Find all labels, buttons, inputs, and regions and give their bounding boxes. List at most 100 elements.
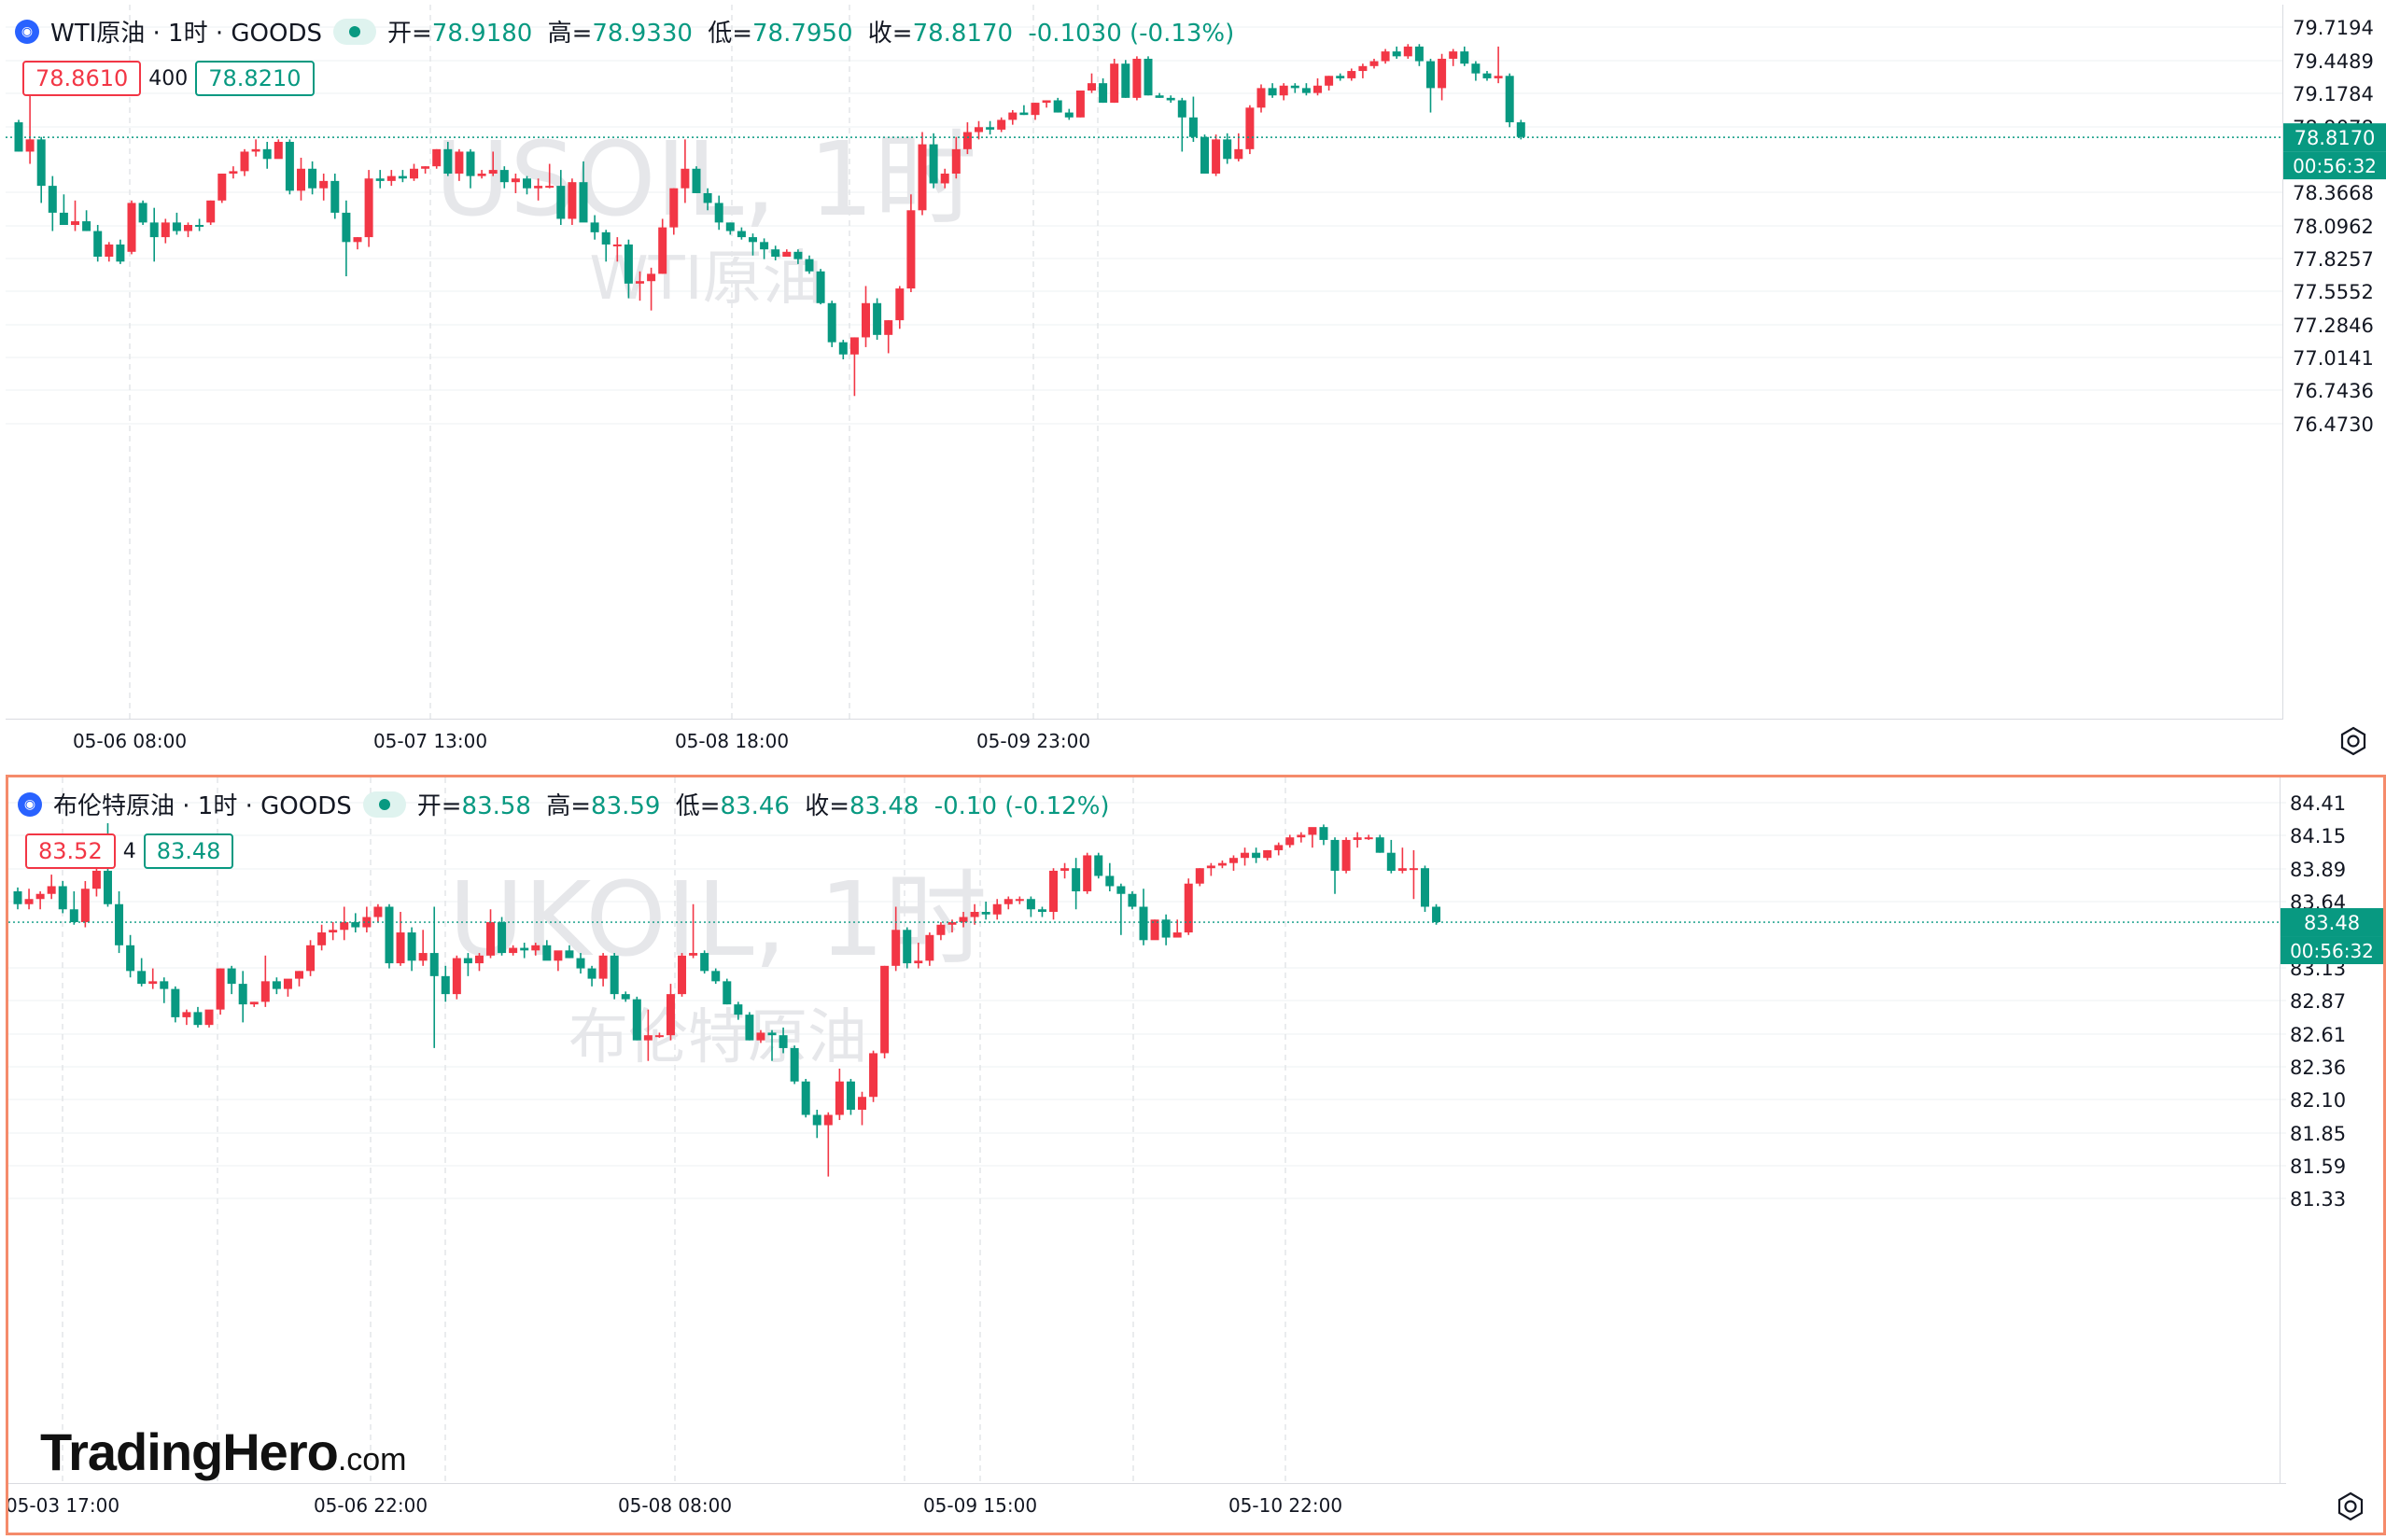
candle-body bbox=[398, 175, 407, 179]
candle bbox=[534, 178, 543, 201]
brand-suffix: .com bbox=[337, 1442, 407, 1477]
candle-body bbox=[734, 1004, 743, 1015]
candle bbox=[793, 249, 803, 264]
sell-price-button[interactable]: 83.52 bbox=[25, 833, 116, 869]
eye-icon[interactable] bbox=[362, 791, 406, 818]
candle-body bbox=[182, 1012, 191, 1017]
candle-body bbox=[204, 1009, 214, 1026]
candle-body bbox=[362, 917, 372, 928]
candle-body bbox=[1505, 76, 1514, 123]
candle bbox=[1449, 49, 1458, 66]
candle-body bbox=[319, 180, 329, 189]
symbol-icon[interactable]: ◉ bbox=[18, 791, 42, 817]
candle-body bbox=[632, 999, 641, 1041]
candle-body bbox=[386, 175, 396, 181]
candle bbox=[1505, 73, 1514, 128]
wti-time-axis[interactable]: 05-06 08:00 05-07 13:00 05-08 18:00 05-09 2… bbox=[6, 719, 2283, 763]
candle-body bbox=[1139, 906, 1148, 941]
candle-body bbox=[576, 958, 585, 969]
candle-body bbox=[171, 988, 180, 1017]
candle-body bbox=[486, 922, 496, 956]
candle bbox=[58, 880, 67, 914]
time-tick-label: 05-06 22:00 bbox=[314, 1494, 428, 1517]
candle bbox=[407, 927, 416, 972]
candle bbox=[1252, 847, 1261, 863]
candle-body bbox=[421, 166, 430, 169]
candle-body bbox=[1449, 51, 1458, 59]
candle bbox=[636, 271, 644, 301]
candle bbox=[184, 222, 192, 238]
symbol-icon[interactable]: ◉ bbox=[15, 19, 39, 44]
candle bbox=[1414, 44, 1424, 66]
candle-body bbox=[962, 132, 972, 149]
brent-price-axis[interactable]: 84.4184.1583.8983.6483.1382.8782.6182.36… bbox=[2280, 777, 2383, 1483]
wti-price-axis[interactable]: 79.719479.448979.178478.907878.366878.09… bbox=[2282, 5, 2386, 719]
candle-body bbox=[1421, 868, 1429, 907]
candle bbox=[1268, 83, 1277, 98]
candle-body bbox=[579, 182, 588, 223]
buy-price-button[interactable]: 83.48 bbox=[143, 833, 234, 869]
candle bbox=[421, 166, 430, 175]
candle bbox=[1099, 77, 1108, 104]
brent-symbol-title[interactable]: 布伦特原油 · 1时 · GOODS bbox=[53, 792, 352, 820]
open-value: 78.9180 bbox=[431, 20, 533, 48]
candle-body bbox=[47, 886, 56, 894]
brand-name: TradingHero bbox=[40, 1422, 339, 1481]
candle-body bbox=[1132, 58, 1142, 98]
candle bbox=[1105, 862, 1115, 891]
candle-body bbox=[1008, 112, 1018, 120]
candle bbox=[1336, 73, 1345, 81]
candle-body bbox=[805, 259, 814, 272]
candle bbox=[182, 1009, 191, 1026]
candle bbox=[1015, 896, 1024, 904]
candle bbox=[981, 902, 990, 920]
candle-body bbox=[723, 981, 732, 1005]
candle bbox=[835, 1068, 844, 1121]
candle-body bbox=[260, 981, 270, 1002]
candle bbox=[1241, 847, 1250, 866]
candle-body bbox=[195, 225, 204, 228]
candle-body bbox=[1403, 46, 1412, 57]
candle-body bbox=[1285, 837, 1295, 846]
candle-body bbox=[992, 903, 1002, 915]
candle bbox=[24, 889, 34, 910]
candle bbox=[1392, 46, 1401, 59]
sell-price-button[interactable]: 78.8610 bbox=[22, 61, 142, 96]
candle-body bbox=[407, 932, 416, 961]
candle-body bbox=[624, 244, 633, 284]
candle-body bbox=[418, 953, 428, 961]
candle bbox=[936, 922, 946, 941]
time-tick-label: 05-08 08:00 bbox=[618, 1494, 732, 1517]
wti-symbol-title[interactable]: WTI原油 · 1时 · GOODS bbox=[50, 20, 322, 48]
candle bbox=[240, 148, 249, 176]
candle-body bbox=[869, 1053, 878, 1098]
candle bbox=[1432, 903, 1441, 925]
candle-body bbox=[249, 1001, 259, 1005]
candle-body bbox=[918, 144, 927, 211]
eye-icon[interactable] bbox=[333, 18, 376, 45]
candle bbox=[666, 984, 675, 1041]
candle bbox=[1256, 84, 1266, 113]
settings-icon[interactable] bbox=[2337, 725, 2369, 757]
time-tick-label: 05-03 17:00 bbox=[8, 1494, 119, 1517]
candle-body bbox=[565, 950, 574, 959]
candle-body bbox=[838, 342, 848, 355]
settings-icon[interactable] bbox=[2335, 1491, 2366, 1522]
candle-body bbox=[1256, 88, 1266, 108]
candle-body bbox=[375, 178, 385, 181]
brent-time-axis[interactable]: 05-03 17:00 05-06 22:00 05-08 08:00 05-09 1… bbox=[8, 1483, 2286, 1527]
candle bbox=[1031, 103, 1040, 120]
buy-price-button[interactable]: 78.8210 bbox=[195, 61, 315, 96]
candle-body bbox=[184, 225, 192, 231]
candle bbox=[161, 218, 170, 244]
candle bbox=[654, 1032, 664, 1038]
candle-body bbox=[364, 178, 373, 238]
candle bbox=[1121, 60, 1130, 98]
price-tick-label: 77.5552 bbox=[2293, 281, 2374, 303]
candle-body bbox=[846, 1081, 855, 1111]
candle-body bbox=[760, 242, 769, 250]
candle bbox=[463, 953, 472, 976]
candle bbox=[884, 320, 893, 354]
